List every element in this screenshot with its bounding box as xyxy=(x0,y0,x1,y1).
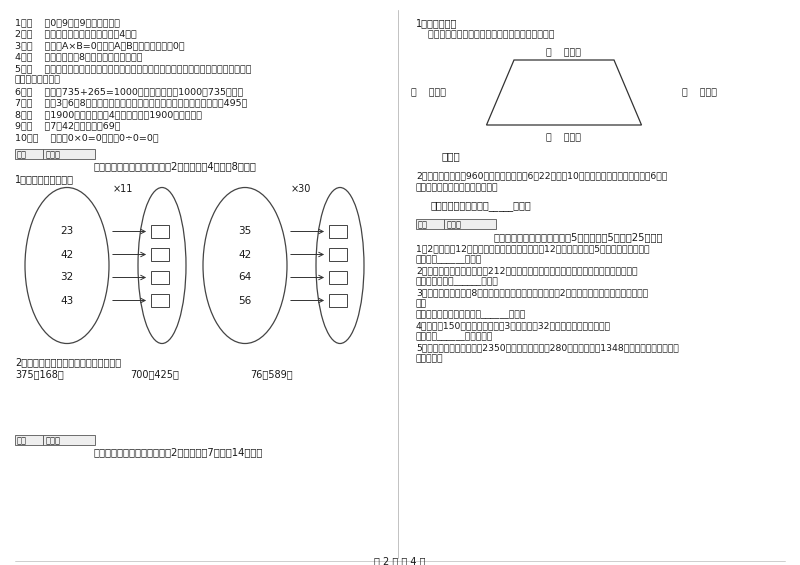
Text: 六、活用知识，解决问题（共5小题，每题5分，共25分）。: 六、活用知识，解决问题（共5小题，每题5分，共25分）。 xyxy=(494,232,663,242)
Bar xyxy=(151,248,169,261)
Text: 方形的周长相等。: 方形的周长相等。 xyxy=(15,76,61,85)
Text: 35: 35 xyxy=(238,227,252,237)
Text: 1、算一算，填一填。: 1、算一算，填一填。 xyxy=(15,175,74,185)
Text: 评卷人: 评卷人 xyxy=(447,220,462,229)
Text: 42: 42 xyxy=(238,250,252,259)
Text: 2、竖式计算，要求验算的请写出验算。: 2、竖式计算，要求验算的请写出验算。 xyxy=(15,358,121,367)
Text: 56: 56 xyxy=(238,295,252,306)
Text: （    ）毫米: （ ）毫米 xyxy=(682,88,717,97)
Text: 达，这列火车每小时行多少千米？: 达，这列火车每小时行多少千米？ xyxy=(416,183,498,192)
Bar xyxy=(43,434,95,445)
Text: 7．（    ）用3，6，8这三个数字组成的最大三位数与最小三位数，它们相差495。: 7．（ ）用3，6，8这三个数字组成的最大三位数与最小三位数，它们相差495。 xyxy=(15,98,247,107)
Bar xyxy=(416,219,444,229)
Text: 1．（    ）0，9里有9个十分之一。: 1．（ ）0，9里有9个十分之一。 xyxy=(15,18,120,27)
Text: 书多少本？: 书多少本？ xyxy=(416,354,443,363)
Text: 6．（    ）根据735+265=1000，可以直接写出1000－735的差。: 6．（ ）根据735+265=1000，可以直接写出1000－735的差。 xyxy=(15,87,243,96)
Text: 4、一本书150页，冬冬已经看了3天，每天看32页，还剩多少页没有看？: 4、一本书150页，冬冬已经看了3天，每天看32页，还剩多少页没有看？ xyxy=(416,321,611,330)
Text: 第 2 页 共 4 页: 第 2 页 共 4 页 xyxy=(374,556,426,565)
Text: 周长：: 周长： xyxy=(441,151,460,161)
Bar xyxy=(329,271,347,284)
Bar xyxy=(15,434,43,445)
Text: （    ）毫米: （ ）毫米 xyxy=(546,48,582,57)
Text: 答：另一个正方形的周长是______分米。: 答：另一个正方形的周长是______分米。 xyxy=(416,310,526,319)
Text: 得分: 得分 xyxy=(17,436,27,445)
Bar xyxy=(151,294,169,307)
Text: 评卷人: 评卷人 xyxy=(46,436,61,445)
Bar xyxy=(151,271,169,284)
Bar xyxy=(329,248,347,261)
Bar xyxy=(329,294,347,307)
Text: 答：这列火车每小时行_____千米。: 答：这列火车每小时行_____千米。 xyxy=(431,201,532,211)
Text: 米？: 米？ xyxy=(416,299,427,308)
Text: 64: 64 xyxy=(238,272,252,282)
Text: 1、动手操作。: 1、动手操作。 xyxy=(416,18,458,28)
Text: ×30: ×30 xyxy=(291,184,311,193)
Text: 700－425＝: 700－425＝ xyxy=(130,370,179,380)
Text: 8．（    ）1900年的年份数是4的倍数，所以1900年是闰年。: 8．（ ）1900年的年份数是4的倍数，所以1900年是闰年。 xyxy=(15,110,202,119)
Text: 76＋589＝: 76＋589＝ xyxy=(250,370,293,380)
Text: 2．（    ）正方形的周长是它的边长的4倍。: 2．（ ）正方形的周长是它的边长的4倍。 xyxy=(15,29,137,38)
Text: 3、一个正方形的边长8分米，另一个正方形的边长是它的2倍，另一个正方形的周长是多少分: 3、一个正方形的边长8分米，另一个正方形的边长是它的2倍，另一个正方形的周长是多… xyxy=(416,288,648,297)
Text: 答：还剩______页没有看。: 答：还剩______页没有看。 xyxy=(416,332,494,341)
Bar xyxy=(43,149,95,159)
Text: 5．（    ）用同一条铁丝先围成一个最大的正方形，再围成一个最大的长方形，长方形和正: 5．（ ）用同一条铁丝先围成一个最大的正方形，再围成一个最大的长方形，长方形和正 xyxy=(15,64,251,73)
Text: （    ）毫米: （ ）毫米 xyxy=(546,133,582,142)
Text: 得分: 得分 xyxy=(17,150,27,159)
Text: 2、用一根铁丝做一个边长为212厘米的正方形框架，正好用完，这根铁丝长多少厘米？: 2、用一根铁丝做一个边长为212厘米的正方形框架，正好用完，这根铁丝长多少厘米？ xyxy=(416,266,638,275)
Text: 量出每条边的长度，以毫米为单位，并计算周长。: 量出每条边的长度，以毫米为单位，并计算周长。 xyxy=(416,30,554,39)
Text: 4．（    ）一个两位乘8，和一定也是两为数。: 4．（ ）一个两位乘8，和一定也是两为数。 xyxy=(15,53,142,62)
Text: 5、学校图书室原有故事书2350本，现在又买来了280本，并借出了1348本，现在图书室有故事: 5、学校图书室原有故事书2350本，现在又买来了280本，并借出了1348本，现… xyxy=(416,343,678,352)
Text: 1、2位老师和12位学生去游乐园玩，成人票每张12元，学生票每张5元，一共要多少钱？: 1、2位老师和12位学生去游乐园玩，成人票每张12元，学生票每张5元，一共要多少… xyxy=(416,244,650,253)
Text: ×11: ×11 xyxy=(113,184,134,193)
Text: 四、看清题目，细心计算（共2小题，每题4分，共8分）。: 四、看清题目，细心计算（共2小题，每题4分，共8分）。 xyxy=(93,162,256,172)
Text: 3．（    ）如果A×B=0，那么A和B中至少有一个是0。: 3．（ ）如果A×B=0，那么A和B中至少有一个是0。 xyxy=(15,41,185,50)
Bar xyxy=(444,219,496,229)
Text: 42: 42 xyxy=(60,250,74,259)
Bar xyxy=(329,225,347,238)
Bar xyxy=(15,149,43,159)
Text: 23: 23 xyxy=(60,227,74,237)
Text: 答：这根铁丝长______厘米。: 答：这根铁丝长______厘米。 xyxy=(416,277,498,286)
Text: 43: 43 xyxy=(60,295,74,306)
Text: （    ）毫米: （ ）毫米 xyxy=(411,88,446,97)
Text: 10．（    ）因为0×0=0，所以0÷0=0。: 10．（ ）因为0×0=0，所以0÷0=0。 xyxy=(15,133,158,142)
Text: 32: 32 xyxy=(60,272,74,282)
Text: 得分: 得分 xyxy=(418,220,428,229)
Text: 2、甲乙两城铁路长960千米，一列客车于6月22日上午10时从甲城开往乙城，当日晚上6时到: 2、甲乙两城铁路长960千米，一列客车于6月22日上午10时从甲城开往乙城，当日… xyxy=(416,171,667,180)
Bar xyxy=(151,225,169,238)
Text: 375＋168＝: 375＋168＝ xyxy=(15,370,64,380)
Text: 五、认真思考，综合能力（共2小题，每题7分，共14分）。: 五、认真思考，综合能力（共2小题，每题7分，共14分）。 xyxy=(93,447,262,458)
Text: 答：一共______元钱。: 答：一共______元钱。 xyxy=(416,255,482,264)
Text: 9．（    ）7个42相加的和是69。: 9．（ ）7个42相加的和是69。 xyxy=(15,121,121,131)
Text: 评卷人: 评卷人 xyxy=(46,150,61,159)
